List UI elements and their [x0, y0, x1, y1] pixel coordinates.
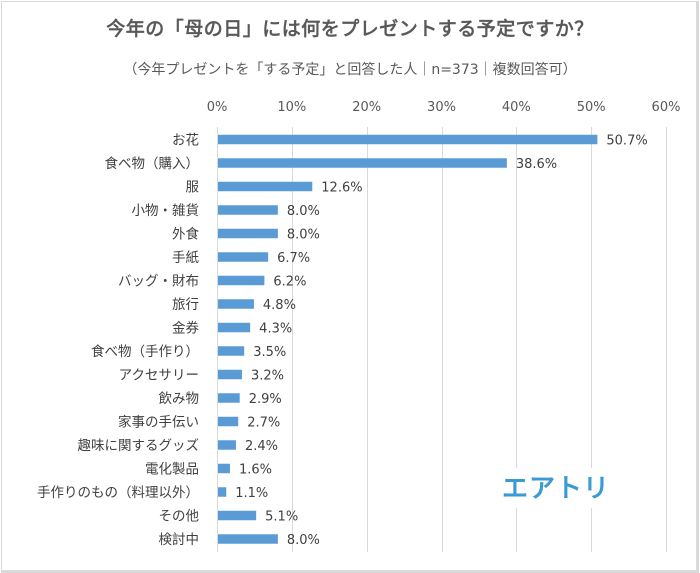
bar [218, 510, 257, 521]
value-label: 38.6% [516, 157, 557, 172]
category-label: 服 [186, 180, 200, 196]
bar [218, 252, 269, 262]
value-labels: 50.7%38.6%12.6%8.0%8.0%6.7%6.2%4.8%4.3%3… [235, 134, 647, 549]
value-label: 5.1% [265, 510, 298, 525]
bar [218, 393, 240, 403]
category-label: 小物・雑貨 [132, 202, 200, 219]
x-tick-label: 10% [277, 100, 306, 115]
x-tick-label: 0% [207, 100, 228, 115]
value-label: 4.3% [259, 322, 292, 337]
value-label: 8.0% [287, 228, 320, 243]
x-tick-label: 60% [652, 100, 681, 115]
bar [218, 369, 242, 380]
value-label: 2.7% [247, 416, 280, 431]
x-tick-label: 40% [502, 100, 531, 115]
category-label: お花 [172, 133, 199, 149]
bar [218, 299, 254, 309]
category-label: アクセサリー [119, 368, 199, 384]
bar [218, 134, 598, 145]
bar [218, 181, 313, 192]
value-label: 2.4% [245, 439, 278, 454]
logo: エアトリ [498, 468, 610, 508]
bar [218, 275, 265, 286]
bars [218, 134, 598, 544]
logo-background [498, 468, 602, 508]
category-label: その他 [159, 509, 200, 525]
category-label: 家事の手伝い [118, 414, 199, 431]
category-label: 外食 [172, 226, 199, 243]
value-label: 1.1% [235, 486, 268, 501]
value-label: 50.7% [606, 134, 647, 149]
chart-title: 今年の「母の日」には何をプレゼントする予定ですか？ [106, 18, 594, 40]
category-label: 手作りのもの（料理以外） [37, 485, 199, 501]
bar [218, 205, 278, 215]
category-label: 手紙 [172, 250, 199, 266]
x-tick-label: 30% [427, 100, 456, 115]
bar [218, 463, 230, 474]
category-label: 旅行 [172, 297, 199, 313]
category-label: 趣味に関するグッズ [78, 438, 200, 454]
bar [218, 322, 251, 333]
bar [218, 487, 227, 497]
x-tick-label: 50% [577, 100, 606, 115]
value-label: 1.6% [239, 463, 272, 478]
value-label: 3.5% [253, 345, 286, 360]
category-label: 食べ物（購入） [105, 155, 200, 172]
bar [218, 158, 507, 168]
airtrip-logo: エアトリ [502, 474, 610, 504]
x-tick-label: 20% [352, 100, 381, 115]
value-label: 2.9% [249, 392, 282, 407]
category-label: 食べ物（手作り） [91, 343, 199, 360]
value-label: 6.2% [273, 275, 306, 290]
bar [218, 534, 278, 544]
category-label: 金券 [172, 321, 199, 337]
bar [218, 416, 239, 427]
bar [218, 346, 245, 356]
category-label: 検討中 [159, 532, 200, 548]
category-label: 飲み物 [159, 391, 200, 407]
bar [218, 228, 278, 239]
value-label: 8.0% [287, 533, 320, 548]
category-label: 電化製品 [145, 462, 199, 478]
chart-subtitle: （今年プレゼントを「する予定」と回答した人｜n=373｜複数回答可） [123, 62, 577, 78]
x-axis-ticks: 0% 10% 20% 30% 40% 50% 60% [207, 100, 681, 115]
value-label: 3.2% [251, 369, 284, 384]
value-label: 12.6% [321, 181, 362, 196]
value-label: 8.0% [287, 204, 320, 219]
value-label: 4.8% [263, 298, 296, 313]
value-label: 6.7% [277, 251, 310, 266]
category-label: バッグ・財布 [118, 274, 199, 290]
bar [218, 440, 236, 450]
